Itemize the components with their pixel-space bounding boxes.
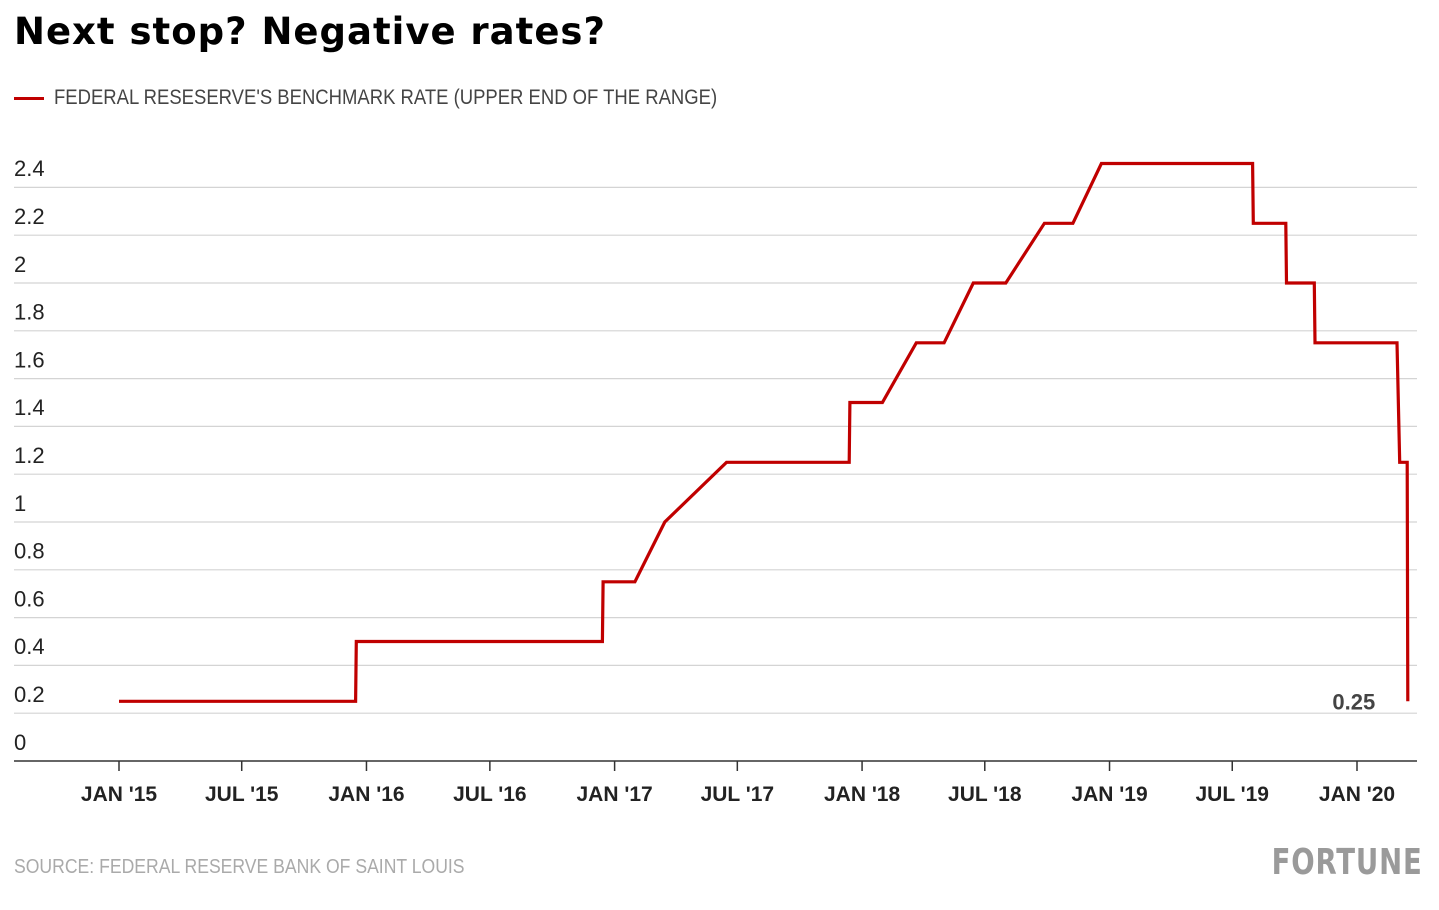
end-value-label: 0.25 bbox=[1332, 689, 1375, 714]
x-tick-label: JAN '19 bbox=[1071, 783, 1147, 806]
chart-title: Next stop? Negative rates? bbox=[14, 10, 606, 53]
legend: FEDERAL RESESERVE'S BENCHMARK RATE (UPPE… bbox=[14, 86, 808, 110]
x-tick-label: JUL '19 bbox=[1196, 783, 1269, 806]
y-tick-label: 1.4 bbox=[14, 395, 45, 420]
fortune-logo: FORTUNE bbox=[1272, 842, 1423, 883]
x-tick-label: JAN '17 bbox=[577, 783, 653, 806]
y-tick-label: 1 bbox=[14, 491, 26, 516]
x-tick-label: JUL '18 bbox=[948, 783, 1022, 806]
y-tick-label: 0.8 bbox=[14, 539, 45, 564]
y-tick-label: 0 bbox=[14, 730, 26, 755]
y-tick-label: 2 bbox=[14, 252, 26, 277]
x-tick-label: JAN '18 bbox=[824, 783, 901, 806]
legend-swatch bbox=[14, 96, 44, 100]
x-tick-label: JUL '17 bbox=[701, 783, 774, 806]
legend-label: FEDERAL RESESERVE'S BENCHMARK RATE (UPPE… bbox=[54, 86, 718, 109]
source-note: SOURCE: FEDERAL RESERVE BANK OF SAINT LO… bbox=[14, 856, 465, 878]
y-tick-label: 1.8 bbox=[14, 300, 45, 325]
x-tick-label: JUL '15 bbox=[205, 783, 279, 806]
y-tick-label: 2.4 bbox=[14, 156, 45, 181]
x-tick-label: JAN '20 bbox=[1319, 783, 1395, 806]
y-tick-label: 1.2 bbox=[14, 443, 45, 468]
rate-series-line bbox=[119, 161, 1410, 703]
x-tick-label: JAN '16 bbox=[328, 783, 404, 806]
y-tick-label: 0.2 bbox=[14, 682, 45, 707]
y-tick-label: 2.2 bbox=[14, 204, 45, 229]
y-tick-label: 0.4 bbox=[14, 634, 45, 659]
x-tick-label: JAN '15 bbox=[81, 783, 158, 806]
y-tick-label: 0.6 bbox=[14, 586, 45, 611]
x-tick-label: JUL '16 bbox=[453, 783, 526, 806]
y-tick-label: 1.6 bbox=[14, 347, 45, 372]
